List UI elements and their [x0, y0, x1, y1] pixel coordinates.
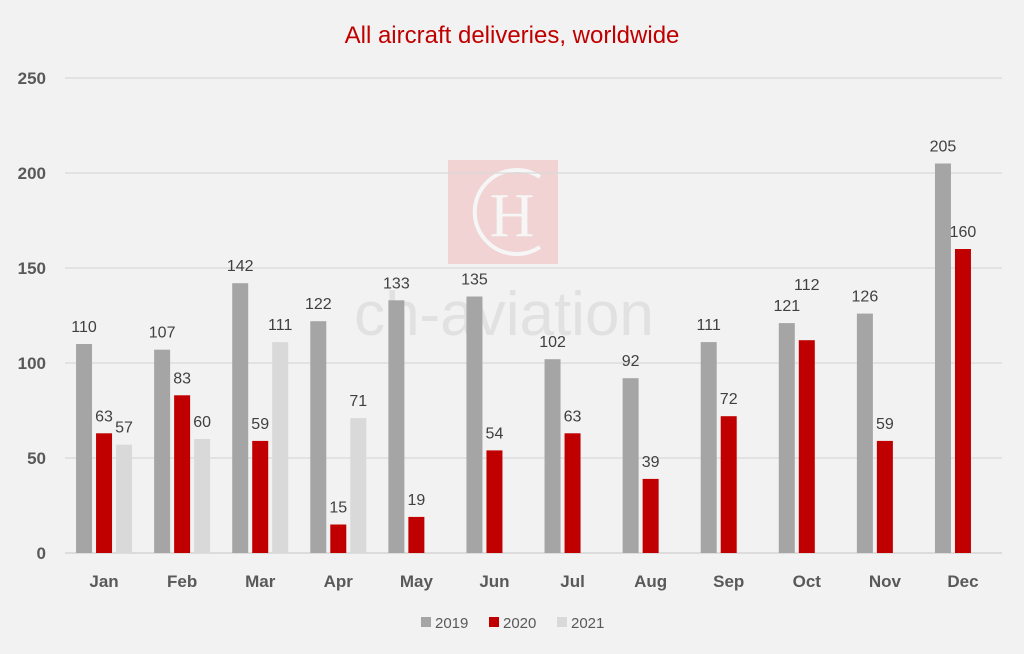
- x-tick-label: Oct: [793, 572, 822, 591]
- data-label: 83: [173, 370, 191, 387]
- data-label: 59: [876, 416, 894, 433]
- bar-2020-Jun: [486, 450, 503, 553]
- data-label: 63: [95, 408, 113, 425]
- x-tick-label: Feb: [167, 572, 197, 591]
- data-label: 63: [564, 408, 582, 425]
- data-label: 102: [539, 334, 566, 351]
- y-tick-label: 0: [37, 544, 46, 563]
- data-label: 122: [305, 296, 332, 313]
- y-tick-label: 250: [18, 69, 46, 88]
- x-tick-label: Sep: [713, 572, 744, 591]
- y-tick-label: 50: [27, 449, 46, 468]
- x-tick-label: Dec: [947, 572, 978, 591]
- data-label: 107: [149, 325, 176, 342]
- data-label: 60: [193, 414, 211, 431]
- bar-2019-Apr: [310, 321, 327, 553]
- bar-2019-Feb: [154, 349, 171, 553]
- axes: 0 50 100 150 200 250 Jan Feb Mar Apr May Jun Jul Aug S…: [18, 69, 979, 591]
- data-label: 142: [227, 258, 254, 275]
- bar-2020-Apr: [330, 524, 347, 553]
- legend-swatch-2021: [557, 617, 567, 627]
- data-label: 59: [251, 416, 269, 433]
- bar-2020-Aug: [642, 478, 659, 553]
- bar-2020-Dec: [954, 249, 971, 553]
- data-label: 57: [115, 420, 133, 437]
- data-label: 133: [383, 275, 410, 292]
- bar-2020-Jul: [564, 433, 581, 553]
- bar-2019-Jul: [544, 359, 561, 553]
- data-label: 135: [461, 272, 488, 289]
- bar-2020-Jan: [96, 433, 113, 553]
- bar-2020-Mar: [252, 440, 269, 553]
- data-label: 112: [794, 277, 820, 294]
- legend-label: 2020: [503, 615, 536, 632]
- data-label: 19: [407, 492, 425, 509]
- data-label: 72: [720, 391, 738, 408]
- bar-2019-May: [388, 300, 405, 553]
- data-label: 111: [697, 317, 721, 334]
- legend-swatch-2019: [421, 617, 431, 627]
- x-tick-label: Jun: [479, 572, 509, 591]
- data-label: 205: [930, 139, 957, 156]
- bars: [76, 163, 971, 553]
- data-label: 39: [642, 454, 660, 471]
- bar-2021-Mar: [272, 342, 289, 553]
- bar-2021-Feb: [194, 439, 211, 553]
- bar-2019-Dec: [934, 163, 951, 553]
- bar-2019-Nov: [856, 313, 873, 553]
- bar-2019-Oct: [778, 323, 795, 553]
- data-label: 121: [773, 298, 800, 315]
- legend-label: 2019: [435, 615, 468, 632]
- legend-label: 2021: [571, 615, 604, 632]
- bar-2019-Jan: [76, 344, 93, 553]
- bar-2021-Jan: [116, 444, 133, 553]
- x-tick-label: Jul: [560, 572, 585, 591]
- x-tick-label: Aug: [634, 572, 667, 591]
- legend: 2019 2020 2021: [421, 615, 604, 632]
- bar-2019-Aug: [622, 378, 639, 553]
- gridlines: [65, 77, 1002, 554]
- bar-2020-Sep: [720, 416, 737, 553]
- legend-swatch-2020: [489, 617, 499, 627]
- data-label: 54: [486, 425, 504, 442]
- bar-2019-Mar: [232, 283, 249, 553]
- x-tick-label: May: [400, 572, 434, 591]
- bar-2020-Feb: [174, 395, 191, 553]
- x-tick-label: Apr: [324, 572, 354, 591]
- y-tick-label: 100: [18, 354, 46, 373]
- bar-2020-Oct: [798, 340, 815, 553]
- x-tick-label: Nov: [869, 572, 902, 591]
- data-label: 111: [268, 317, 292, 334]
- x-tick-label: Mar: [245, 572, 276, 591]
- bar-2020-Nov: [876, 440, 893, 553]
- y-tick-label: 150: [18, 259, 46, 278]
- data-label: 160: [950, 224, 977, 241]
- data-label: 110: [71, 319, 97, 336]
- data-label: 126: [852, 289, 879, 306]
- bar-2020-May: [408, 516, 425, 553]
- data-label: 71: [349, 393, 367, 410]
- data-label: 92: [622, 353, 640, 370]
- data-label: 15: [329, 500, 347, 517]
- data-labels: 1106357107836014259111122157113319135541…: [71, 139, 976, 517]
- chart-title: All aircraft deliveries, worldwide: [345, 22, 680, 49]
- x-tick-label: Jan: [89, 572, 118, 591]
- bar-2019-Sep: [700, 342, 717, 553]
- bar-2019-Jun: [466, 296, 483, 553]
- y-tick-label: 200: [18, 164, 46, 183]
- bar-2021-Apr: [350, 418, 367, 553]
